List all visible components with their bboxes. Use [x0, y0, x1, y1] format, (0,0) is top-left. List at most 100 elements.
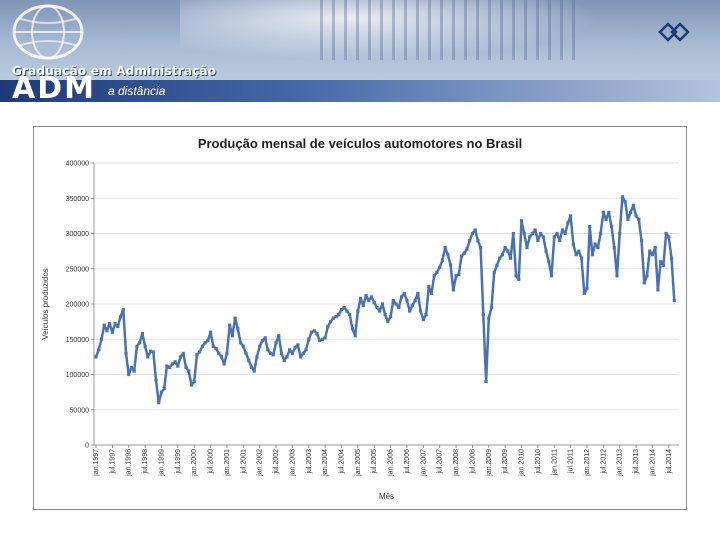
data-point	[459, 254, 464, 258]
data-point	[146, 355, 150, 359]
data-point	[462, 251, 466, 255]
data-point	[585, 286, 589, 291]
data-point	[473, 228, 477, 232]
x-tick-label: jul.2012	[600, 449, 607, 475]
data-point	[446, 253, 450, 257]
data-point	[424, 312, 428, 317]
data-point	[94, 355, 98, 359]
data-point	[198, 350, 202, 354]
data-point	[465, 247, 469, 251]
data-point	[536, 238, 540, 243]
data-point	[569, 214, 573, 218]
data-point	[345, 309, 349, 313]
data-point	[271, 353, 275, 357]
series-line	[94, 195, 676, 404]
data-point	[268, 351, 273, 355]
data-point	[266, 348, 270, 352]
data-point	[162, 387, 166, 391]
data-point	[323, 336, 327, 340]
x-tick-label: jul.2004	[338, 449, 345, 475]
data-point	[435, 270, 439, 274]
data-point	[228, 323, 232, 327]
data-point	[206, 339, 210, 343]
x-tick-label: jan.2012	[584, 449, 591, 477]
data-point	[110, 330, 114, 334]
data-point	[410, 303, 415, 308]
data-point	[629, 210, 633, 214]
x-tick-label: jul.2001	[240, 449, 247, 475]
data-point	[517, 277, 521, 281]
data-point	[481, 312, 485, 317]
data-point	[249, 365, 254, 370]
data-point	[348, 312, 352, 317]
data-point	[282, 358, 286, 362]
data-point	[184, 365, 188, 370]
data-point	[255, 355, 259, 359]
data-point	[525, 246, 529, 250]
x-tick-label: jan.2001	[224, 449, 231, 477]
x-tick-label: jan.2014	[649, 449, 656, 477]
y-tick-label: 150000	[66, 337, 89, 344]
header-banner: Graduação em Administração ADM a distânc…	[0, 0, 720, 102]
data-point	[165, 364, 169, 368]
data-point	[530, 231, 535, 236]
program-subtitle: a distância	[108, 84, 166, 98]
data-point	[661, 263, 665, 267]
data-point	[225, 351, 229, 355]
x-tick-label: jul.2008	[469, 449, 476, 475]
data-point	[97, 348, 101, 352]
data-point	[612, 246, 616, 250]
data-point	[369, 295, 374, 299]
x-tick-label: jan.2006	[388, 449, 395, 477]
data-point	[489, 305, 494, 310]
globe-icon	[12, 4, 84, 60]
data-point	[113, 322, 117, 326]
data-point	[509, 256, 513, 260]
data-point	[664, 231, 668, 236]
data-point	[279, 351, 284, 355]
data-point	[173, 360, 177, 364]
data-point	[320, 337, 324, 341]
data-point	[121, 308, 125, 312]
data-point	[260, 339, 264, 343]
data-point	[429, 291, 434, 296]
data-point	[380, 302, 385, 306]
x-tick-label: jan.1999	[158, 449, 165, 477]
data-point	[637, 217, 641, 221]
data-point	[200, 344, 204, 348]
x-tick-label: jul.1999	[175, 449, 182, 475]
data-point	[124, 351, 128, 355]
data-point	[522, 231, 526, 236]
data-point	[623, 200, 627, 204]
data-point	[159, 390, 164, 394]
data-point	[353, 334, 357, 338]
data-point	[443, 246, 447, 250]
data-point	[244, 351, 248, 355]
data-point	[547, 260, 551, 264]
data-point	[555, 231, 559, 236]
x-tick-label: jul.2005	[371, 449, 378, 475]
data-point	[378, 309, 382, 313]
data-point	[571, 242, 575, 246]
data-point	[181, 351, 185, 355]
data-point	[350, 327, 355, 331]
data-point	[667, 235, 671, 239]
data-point	[214, 346, 218, 351]
x-tick-label: jul.2009	[502, 449, 509, 475]
data-point	[143, 344, 147, 348]
data-point	[451, 288, 455, 292]
y-tick-label: 100000	[66, 372, 89, 379]
data-point	[418, 309, 423, 313]
data-point	[274, 341, 278, 345]
data-point	[449, 263, 453, 267]
x-tick-label: jul.2000	[208, 449, 215, 475]
data-point	[552, 235, 556, 239]
data-point	[388, 315, 393, 319]
data-point	[154, 378, 158, 382]
data-point	[579, 256, 584, 260]
data-point	[596, 246, 600, 250]
data-point	[432, 274, 436, 278]
x-axis-title: Mês	[379, 492, 394, 501]
x-tick-label: jan.2007	[420, 449, 427, 477]
data-point	[487, 316, 491, 320]
